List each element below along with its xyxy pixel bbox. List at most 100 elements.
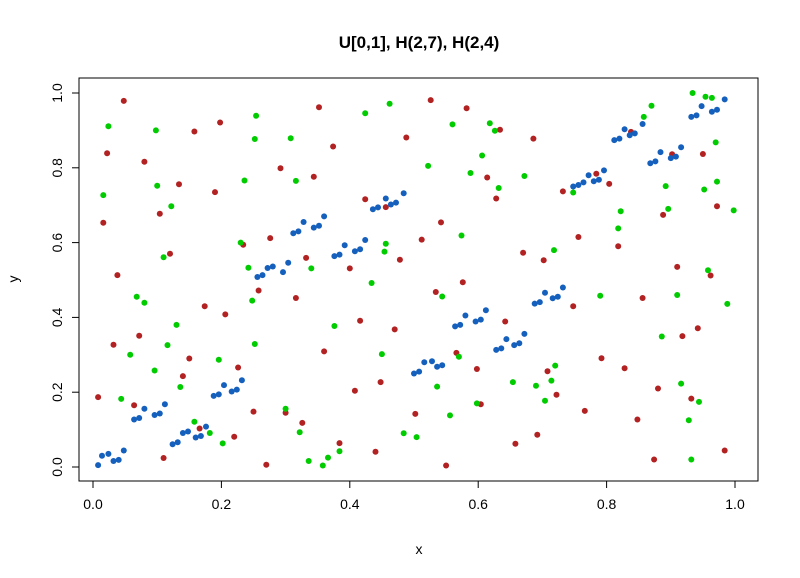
data-point [570,189,577,196]
data-point [136,332,143,339]
data-point [215,356,222,363]
data-point [110,341,117,348]
data-point [551,247,557,254]
data-point [540,257,547,264]
data-point [169,441,176,448]
data-point [336,440,343,447]
data-point [634,416,641,423]
data-point [648,102,655,109]
data-point [282,409,289,416]
data-point [486,120,493,127]
data-point [277,165,284,172]
data-point [310,224,317,231]
data-point [652,158,659,165]
data-point [581,407,588,414]
series-2 [100,90,737,469]
data-point [308,265,315,272]
data-point [674,292,681,298]
data-point [115,456,122,463]
x-tick-label: 1.0 [725,496,745,512]
data-point [179,373,186,380]
data-point [249,297,256,304]
data-point [196,425,203,432]
data-point [237,239,244,246]
data-point [321,213,328,220]
data-point [678,144,685,151]
data-point [657,149,664,156]
data-point [114,272,121,279]
data-point [458,232,465,239]
data-point [626,132,633,139]
data-point [412,410,419,417]
data-point [530,135,537,142]
data-point [221,382,227,389]
data-point [721,96,728,103]
data-point [455,353,462,360]
data-point [300,219,307,225]
data-point [100,219,107,226]
x-tick-label: 0.6 [468,496,488,512]
data-point [259,272,266,279]
y-tick-label: 0.0 [49,457,65,477]
data-point [151,367,158,374]
data-point [156,410,163,417]
data-point [382,204,389,211]
data-point [212,189,218,196]
data-point [206,430,213,436]
data-point [615,225,622,232]
data-point [548,377,555,384]
data-point [310,173,317,180]
data-point [570,303,577,310]
data-point [369,206,376,213]
data-point [251,136,258,142]
data-point [191,418,198,425]
data-point [534,431,541,438]
data-point [351,387,358,394]
data-point [667,155,674,162]
data-point [708,108,715,115]
data-point [477,316,484,323]
data-point [362,196,369,203]
data-point [110,458,117,464]
data-point [269,263,276,270]
data-point [217,119,224,126]
data-point [133,293,140,300]
data-point [331,323,338,329]
data-point [197,433,204,439]
data-point [391,326,398,333]
data-point [362,110,369,117]
data-point [290,230,297,237]
data-point [688,113,695,120]
data-point [168,203,175,210]
data-point [694,325,701,332]
data-point [362,237,369,243]
data-point [597,292,604,299]
data-point [595,176,602,183]
data-point [655,385,661,392]
data-point [421,359,428,366]
data-point [160,455,167,461]
data-point [552,362,559,369]
data-point [473,400,480,407]
data-point [639,121,646,127]
data-point [554,293,561,300]
data-point [241,177,248,184]
data-point [95,462,102,469]
x-axis: 0.0 0.2 0.4 0.6 0.8 1.0 [83,480,745,512]
data-point [386,100,393,107]
data-point [127,351,134,358]
data-point [160,254,167,261]
data-point [222,311,229,318]
data-point [219,440,226,447]
data-point [215,391,222,398]
data-point [438,219,444,226]
data-point [570,183,577,190]
y-tick-label: 0.6 [49,233,65,253]
data-point [131,416,138,423]
data-point [251,341,258,347]
data-point [520,249,527,256]
data-point [585,172,592,179]
data-point [131,402,138,409]
data-point [292,295,299,301]
data-point [549,295,556,302]
